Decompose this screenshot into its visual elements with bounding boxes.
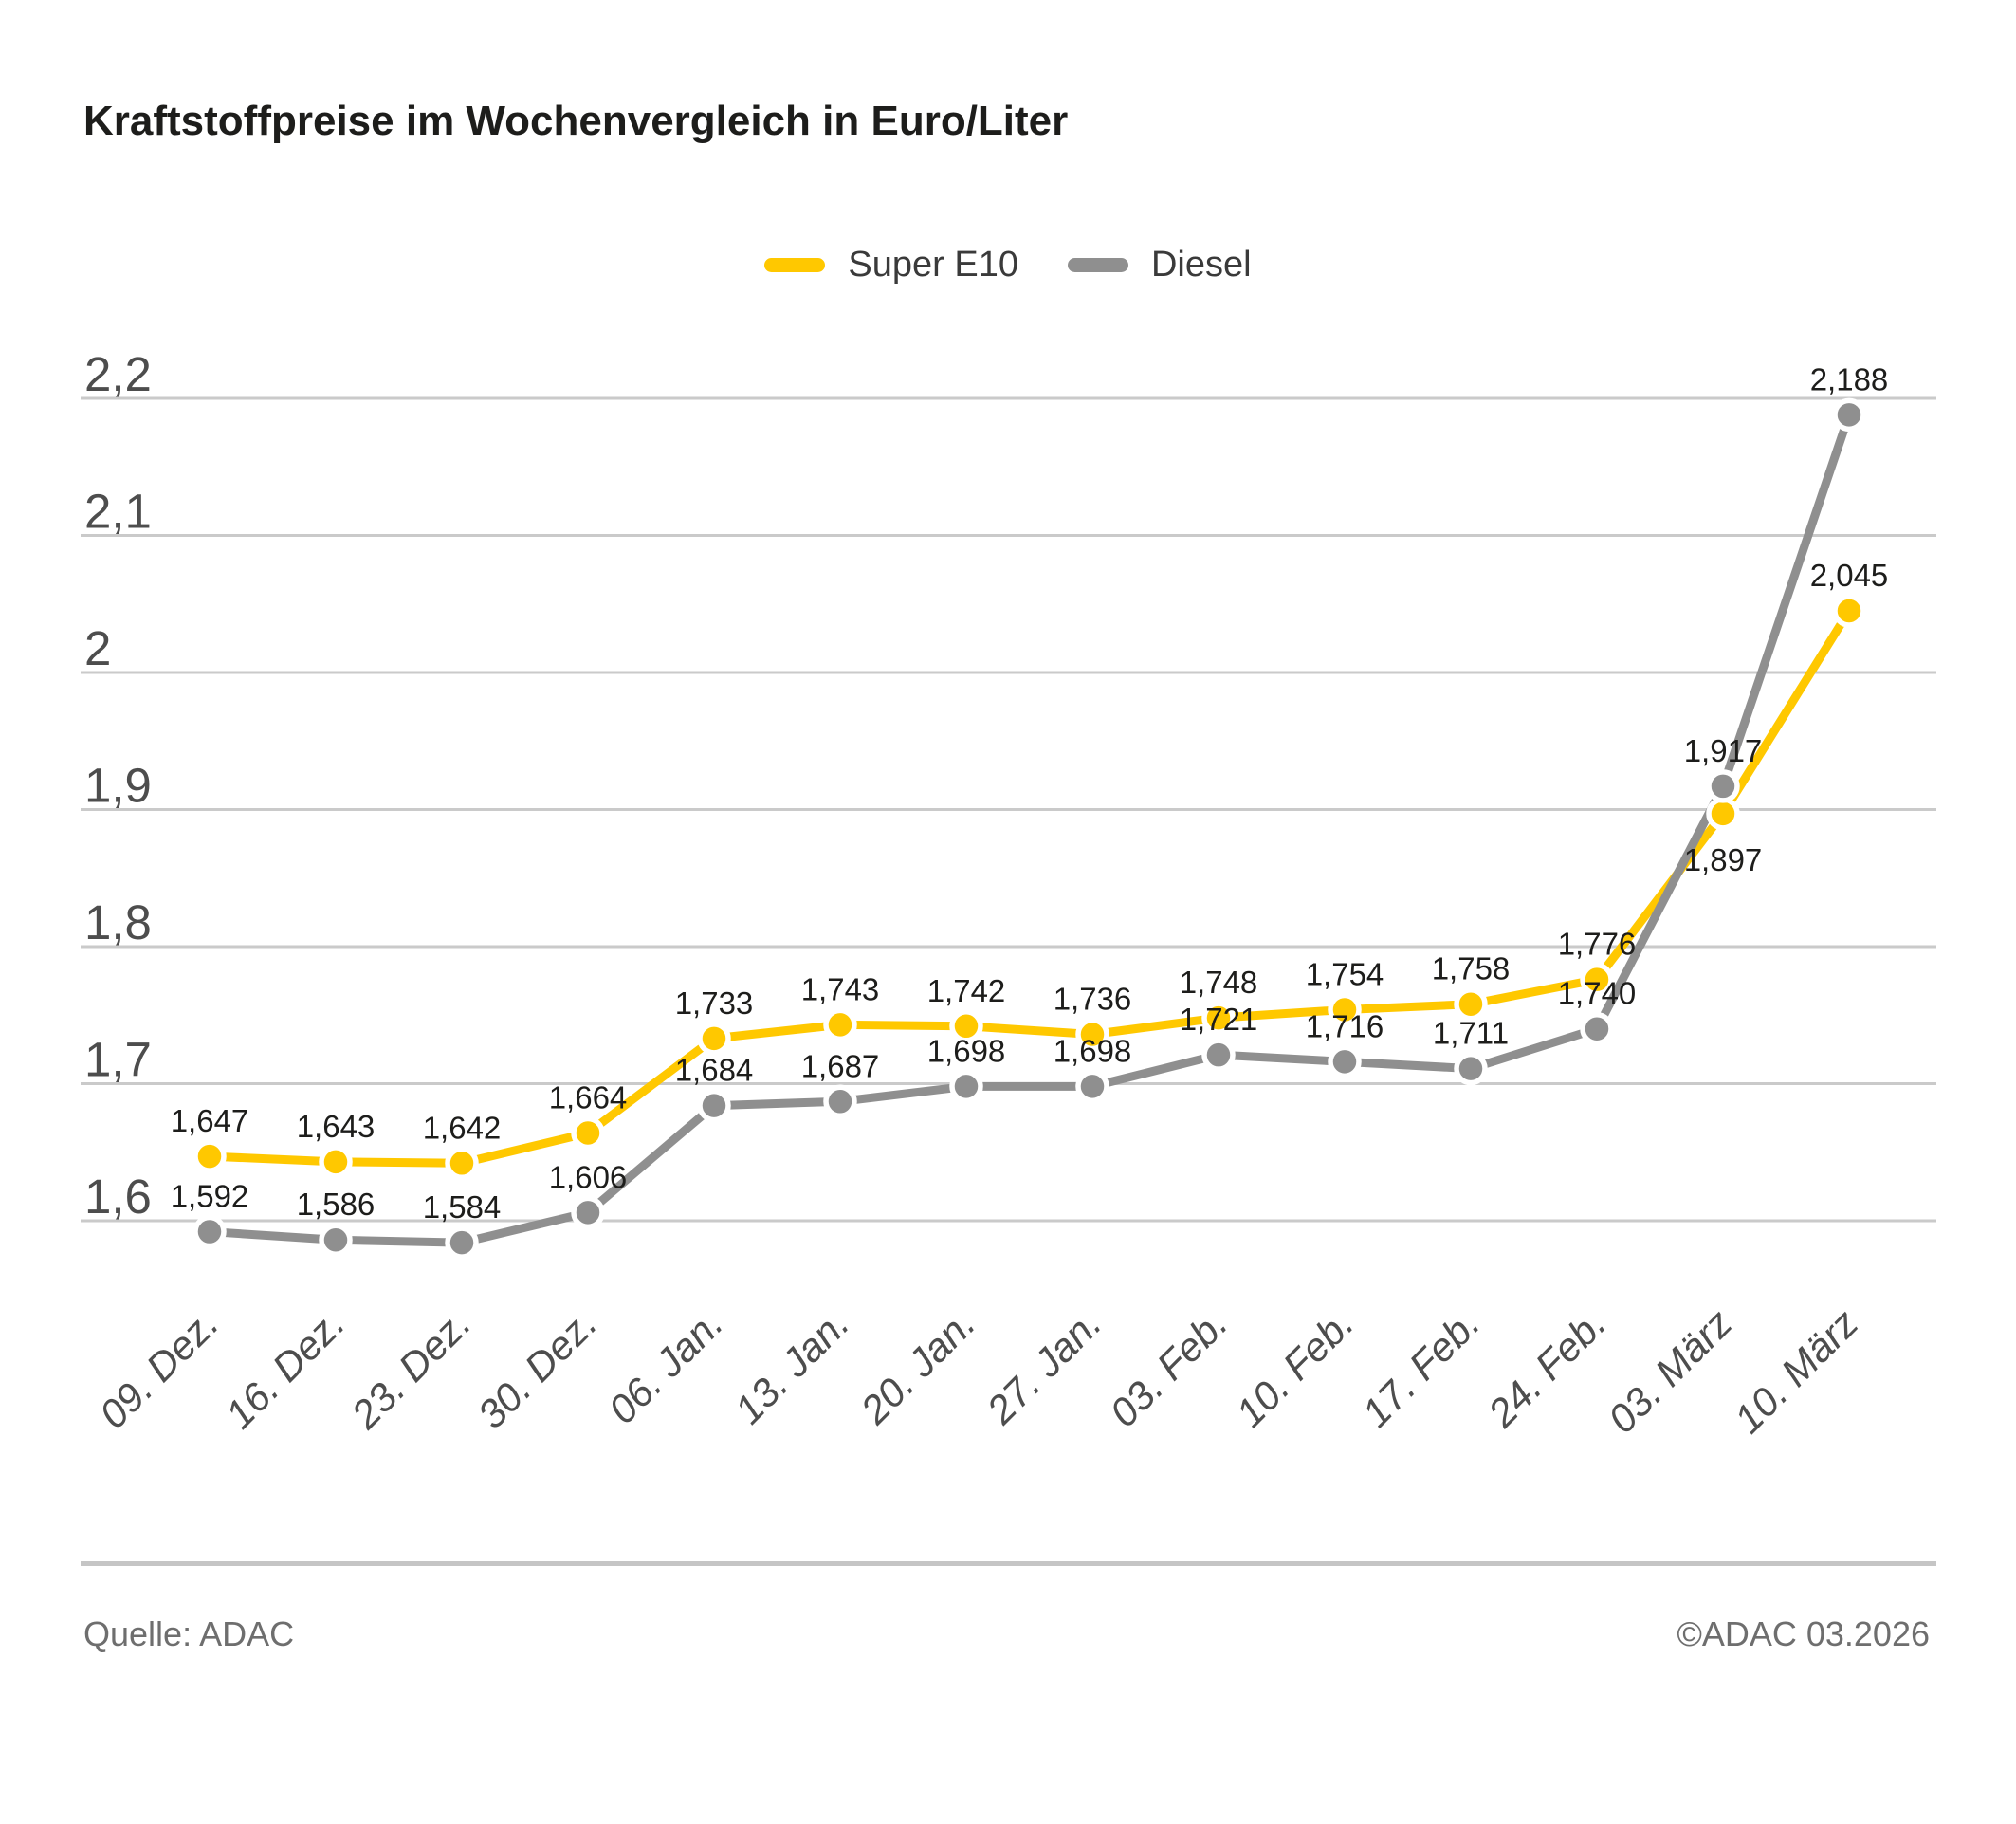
data-point-label-diesel: 1,584 bbox=[423, 1189, 502, 1225]
legend-item-diesel: Diesel bbox=[1067, 245, 1252, 286]
data-point-label-diesel: 1,592 bbox=[171, 1179, 249, 1214]
x-axis-tick-label: 24. Feb. bbox=[1478, 1300, 1614, 1436]
data-point-label-diesel: 1,698 bbox=[1054, 1033, 1132, 1068]
data-point-label-diesel: 1,586 bbox=[297, 1187, 376, 1222]
data-point-label-super-e10: 1,647 bbox=[171, 1103, 249, 1138]
data-point-marker-diesel bbox=[949, 1069, 983, 1104]
legend-label: Super E10 bbox=[848, 245, 1018, 285]
data-point-marker-diesel bbox=[1454, 1051, 1488, 1086]
data-point-marker-diesel bbox=[823, 1084, 857, 1119]
data-point-marker-super-e10 bbox=[1328, 992, 1362, 1027]
data-point-marker-super-e10 bbox=[1201, 1001, 1236, 1035]
x-axis-tick-label: 27. Jan. bbox=[978, 1300, 1110, 1433]
x-axis-tick-label: 03. Feb. bbox=[1101, 1300, 1236, 1435]
chart-legend: Super E10 Diesel bbox=[0, 245, 2016, 286]
data-point-marker-diesel bbox=[697, 1088, 731, 1123]
data-point-label-diesel: 1,917 bbox=[1684, 733, 1763, 768]
data-point-marker-super-e10 bbox=[1832, 594, 1866, 628]
data-point-label-super-e10: 1,897 bbox=[1684, 842, 1763, 877]
data-point-label-super-e10: 2,045 bbox=[1810, 558, 1889, 593]
x-axis-tick-label: 10. März bbox=[1726, 1300, 1867, 1442]
data-point-label-super-e10: 1,733 bbox=[675, 986, 754, 1021]
data-point-marker-super-e10 bbox=[1075, 1017, 1109, 1052]
data-point-label-diesel: 1,606 bbox=[549, 1159, 628, 1194]
x-axis-tick-label: 10. Feb. bbox=[1227, 1300, 1362, 1435]
x-axis-tick-label: 16. Dez. bbox=[217, 1300, 354, 1437]
x-axis-tick-label: 30. Dez. bbox=[469, 1300, 606, 1437]
data-point-label-diesel: 2,188 bbox=[1810, 361, 1889, 396]
y-axis-tick-label: 1,6 bbox=[84, 1170, 152, 1224]
data-point-marker-diesel bbox=[1075, 1069, 1109, 1104]
copyright-note: ©ADAC 03.2026 bbox=[1677, 1614, 1930, 1653]
x-axis-tick-label: 06. Jan. bbox=[599, 1300, 731, 1432]
data-point-marker-super-e10 bbox=[949, 1009, 983, 1043]
data-point-marker-diesel bbox=[192, 1214, 227, 1249]
data-point-label-super-e10: 1,664 bbox=[549, 1080, 628, 1115]
legend-label: Diesel bbox=[1150, 245, 1252, 285]
y-axis-tick-label: 1,7 bbox=[84, 1033, 152, 1087]
x-axis-tick-label: 09. Dez. bbox=[91, 1300, 228, 1437]
data-point-marker-super-e10 bbox=[1706, 797, 1740, 831]
y-axis-tick-label: 2,1 bbox=[84, 485, 152, 539]
y-axis-tick-label: 1,8 bbox=[84, 895, 152, 949]
data-point-marker-super-e10 bbox=[697, 1022, 731, 1056]
data-point-marker-super-e10 bbox=[1580, 962, 1614, 997]
data-point-marker-diesel bbox=[1832, 397, 1866, 433]
legend-swatch-super-e10 bbox=[764, 258, 826, 272]
data-point-label-super-e10: 1,642 bbox=[423, 1110, 502, 1145]
data-point-marker-diesel bbox=[571, 1195, 605, 1230]
data-point-marker-super-e10 bbox=[823, 1007, 857, 1042]
series-line-super-e10 bbox=[205, 606, 1854, 1168]
data-point-label-diesel: 1,740 bbox=[1558, 976, 1637, 1011]
data-point-label-super-e10: 1,748 bbox=[1180, 965, 1258, 1000]
chart-title: Kraftstoffpreise im Wochenvergleich in E… bbox=[83, 98, 1069, 144]
data-point-label-diesel: 1,684 bbox=[675, 1053, 754, 1088]
data-point-label-super-e10: 1,736 bbox=[1054, 981, 1132, 1016]
source-note: Quelle: ADAC bbox=[83, 1614, 295, 1653]
data-point-label-super-e10: 1,776 bbox=[1558, 927, 1637, 962]
y-axis-tick-label: 2,2 bbox=[84, 347, 152, 401]
data-point-marker-diesel bbox=[1706, 769, 1740, 803]
x-axis-tick-label: 13. Jan. bbox=[725, 1300, 857, 1432]
data-point-label-super-e10: 1,643 bbox=[297, 1109, 376, 1144]
data-point-label-diesel: 1,721 bbox=[1180, 1002, 1258, 1037]
data-point-marker-diesel bbox=[445, 1225, 479, 1260]
footer-divider bbox=[81, 1561, 1936, 1566]
data-point-label-super-e10: 1,754 bbox=[1306, 956, 1384, 991]
data-point-label-diesel: 1,711 bbox=[1433, 1016, 1509, 1051]
data-point-label-super-e10: 1,742 bbox=[927, 973, 1006, 1008]
data-point-marker-diesel bbox=[319, 1223, 353, 1257]
x-axis-tick-label: 20. Jan. bbox=[852, 1300, 984, 1433]
x-axis-tick-label: 17. Feb. bbox=[1353, 1300, 1488, 1435]
legend-item-super-e10: Super E10 bbox=[764, 245, 1018, 286]
data-point-marker-diesel bbox=[1201, 1038, 1236, 1072]
data-point-marker-diesel bbox=[1580, 1011, 1614, 1046]
data-point-marker-super-e10 bbox=[1454, 986, 1488, 1022]
x-axis-tick-label: 23. Dez. bbox=[342, 1300, 480, 1438]
data-point-marker-super-e10 bbox=[319, 1145, 353, 1179]
data-point-marker-super-e10 bbox=[192, 1139, 227, 1173]
data-point-label-diesel: 1,716 bbox=[1306, 1008, 1384, 1043]
data-point-marker-diesel bbox=[1328, 1044, 1362, 1079]
series-line-diesel bbox=[205, 410, 1854, 1247]
data-point-marker-super-e10 bbox=[571, 1115, 605, 1151]
data-point-label-diesel: 1,698 bbox=[927, 1033, 1006, 1068]
legend-swatch-diesel bbox=[1067, 258, 1128, 272]
data-point-label-diesel: 1,687 bbox=[801, 1048, 880, 1083]
y-axis-tick-label: 2 bbox=[84, 621, 111, 675]
data-point-label-super-e10: 1,743 bbox=[801, 971, 880, 1006]
data-point-marker-super-e10 bbox=[445, 1146, 479, 1181]
x-axis-tick-label: 03. März bbox=[1600, 1300, 1741, 1442]
y-axis-tick-label: 1,9 bbox=[84, 759, 152, 813]
data-point-label-super-e10: 1,758 bbox=[1432, 951, 1511, 986]
